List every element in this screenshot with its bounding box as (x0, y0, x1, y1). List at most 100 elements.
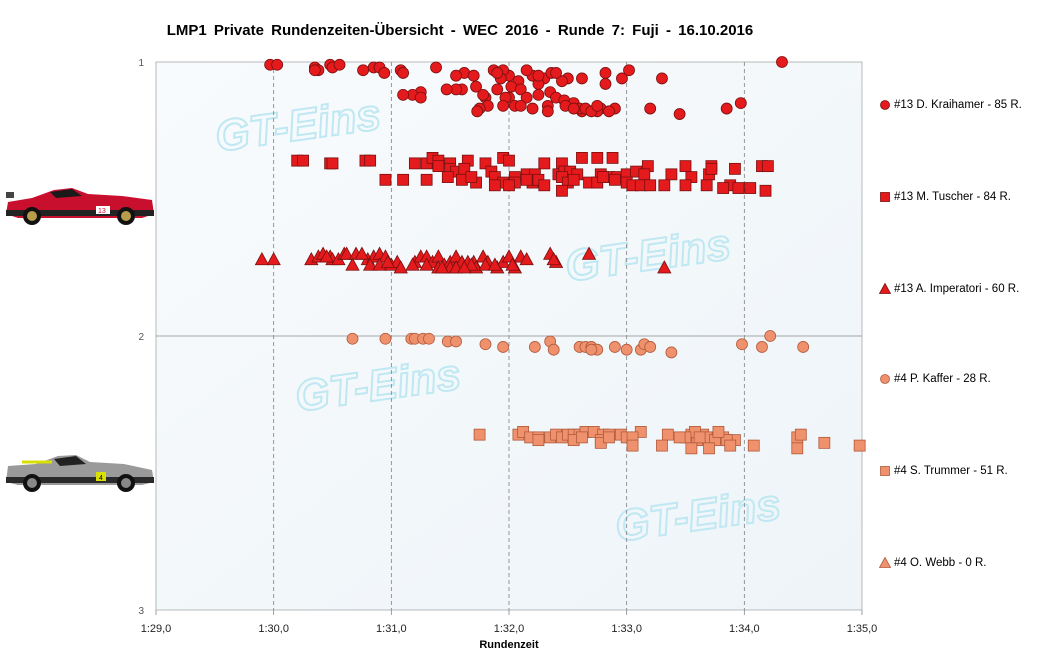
data-point (487, 257, 503, 271)
data-point (471, 105, 484, 118)
data-point (609, 341, 621, 353)
legend-entry: #13 M. Tuscher - 84 R. (878, 190, 1011, 204)
data-point (271, 58, 284, 71)
data-point (379, 332, 392, 345)
data-point (450, 69, 462, 82)
data-point (308, 64, 321, 77)
x-axis: 1:29,0 1:30,0 1:31,0 1:32,0 1:33,0 1:34,0 1:35… (141, 610, 878, 635)
legend-marker-icon (878, 282, 892, 294)
data-point (665, 168, 678, 181)
data-point (378, 67, 391, 79)
data-point (685, 442, 698, 455)
legend-label: #13 D. Kraihamer - 85 R. (894, 99, 1022, 111)
data-point (550, 67, 562, 79)
data-point (541, 105, 554, 118)
data-point (720, 102, 733, 115)
data-point (626, 439, 639, 452)
data-point (497, 341, 510, 353)
data-point (658, 179, 671, 192)
series-0 (264, 56, 788, 120)
data-point (556, 184, 568, 197)
data-point (585, 343, 598, 356)
y-tick-label: 1 (138, 58, 144, 69)
data-point (679, 179, 692, 192)
data-point (665, 346, 678, 359)
series-1 (291, 151, 774, 197)
legend-marker (878, 282, 892, 294)
data-point (297, 154, 309, 167)
legend-entry: #4 P. Kaffer - 28 R. (878, 372, 991, 386)
data-point (791, 442, 804, 455)
data-point (756, 341, 768, 353)
data-point (591, 99, 604, 112)
data-point (477, 88, 490, 101)
data-point (703, 442, 715, 455)
y-tick-label: 3 (138, 606, 144, 617)
legend-marker-icon (880, 466, 890, 476)
data-point (747, 439, 760, 452)
x-tick-label: 1:29,0 (141, 623, 172, 635)
data-point (333, 58, 346, 71)
data-point (380, 254, 395, 268)
chart-title: LMP1 Private Rundenzeiten-Übersicht - WE… (166, 22, 754, 39)
data-point (319, 249, 334, 263)
data-point (432, 160, 445, 173)
data-point (673, 108, 686, 120)
data-point (818, 436, 831, 449)
x-tick-label: 1:35,0 (847, 623, 878, 635)
data-point (717, 182, 730, 194)
legend-label: #4 P. Kaffer - 28 R. (894, 373, 991, 385)
data-point (423, 332, 435, 345)
x-tick-label: 1:32,0 (494, 623, 525, 635)
data-point (603, 431, 615, 444)
legend-entry: #4 S. Trummer - 51 R. (878, 464, 1008, 478)
data-point (644, 102, 657, 115)
data-point (734, 97, 747, 109)
legend-marker-icon (878, 556, 892, 568)
data-point (397, 88, 410, 101)
car-13-image: 13 (6, 188, 154, 225)
data-point (488, 179, 501, 192)
legend-entry: #13 D. Kraihamer - 85 R. (878, 98, 1022, 112)
data-point (712, 425, 725, 438)
data-point (408, 157, 421, 170)
data-point (538, 157, 551, 170)
data-point (497, 99, 510, 112)
data-point (450, 335, 462, 348)
data-point (393, 260, 408, 274)
data-point (679, 160, 692, 173)
data-point (623, 64, 635, 77)
data-point (759, 184, 772, 197)
data-point (505, 257, 520, 271)
legend-marker (878, 556, 892, 568)
data-point (470, 80, 482, 93)
legend-marker-icon (880, 192, 890, 202)
data-point (479, 338, 492, 351)
series-2 (254, 246, 672, 274)
data-point (794, 428, 807, 441)
data-point (761, 160, 774, 173)
data-point (473, 428, 486, 441)
data-point (705, 162, 718, 175)
data-point (491, 67, 504, 79)
legend-marker (880, 374, 890, 384)
legend-label: #4 O. Webb - 0 R. (894, 557, 987, 569)
data-point (656, 72, 668, 85)
data-point (266, 251, 281, 266)
data-point (657, 260, 672, 274)
data-point (434, 260, 450, 274)
data-point (576, 72, 588, 85)
data-point (339, 246, 354, 260)
data-point (440, 83, 453, 96)
y-axis: 1 2 3 (138, 58, 144, 617)
data-point (419, 257, 434, 271)
data-point (520, 64, 533, 77)
data-point (538, 179, 551, 192)
data-point (729, 162, 741, 175)
data-point (514, 83, 527, 96)
data-point (606, 151, 619, 164)
data-points (254, 56, 866, 455)
svg-text:13: 13 (98, 208, 106, 215)
